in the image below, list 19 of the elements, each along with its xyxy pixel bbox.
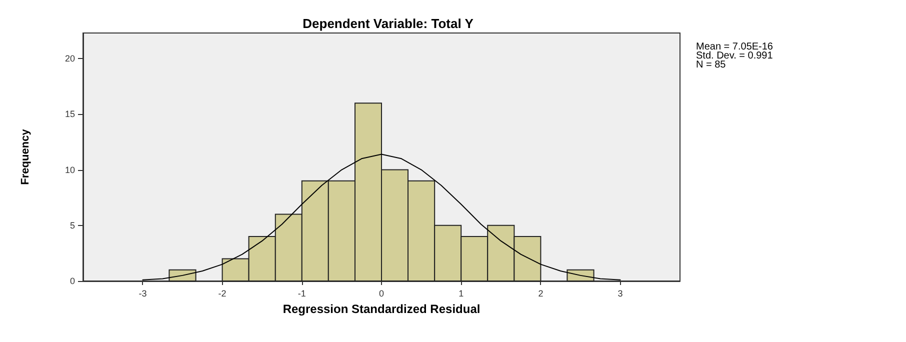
x-tick-label: -2 [218,288,226,298]
x-tick-label: -1 [298,288,306,298]
x-tick-label: 1 [458,288,464,298]
x-tick-label: 0 [378,288,384,298]
x-tick-label: 2 [538,288,544,298]
x-axis-title: Regression Standardized Residual [282,302,480,316]
line-series [142,154,621,280]
text: N = 85 [696,60,726,70]
y-axis-title: Frequency [20,128,32,185]
y-tick-label: 20 [64,54,75,64]
text: Mean = 7.05E-16 [696,42,774,52]
y-tick-label: 0 [70,276,75,286]
y-tick-label: 15 [64,109,75,120]
x-tick-label: -3 [138,288,147,298]
y-tick-label: 10 [64,164,75,175]
x-tick-label: 3 [618,288,623,298]
chart-title: Dependent Variable: Total Y [302,16,474,31]
y-tick-label: 5 [70,220,75,230]
text: Std. Dev. = 0.991 [696,50,774,62]
